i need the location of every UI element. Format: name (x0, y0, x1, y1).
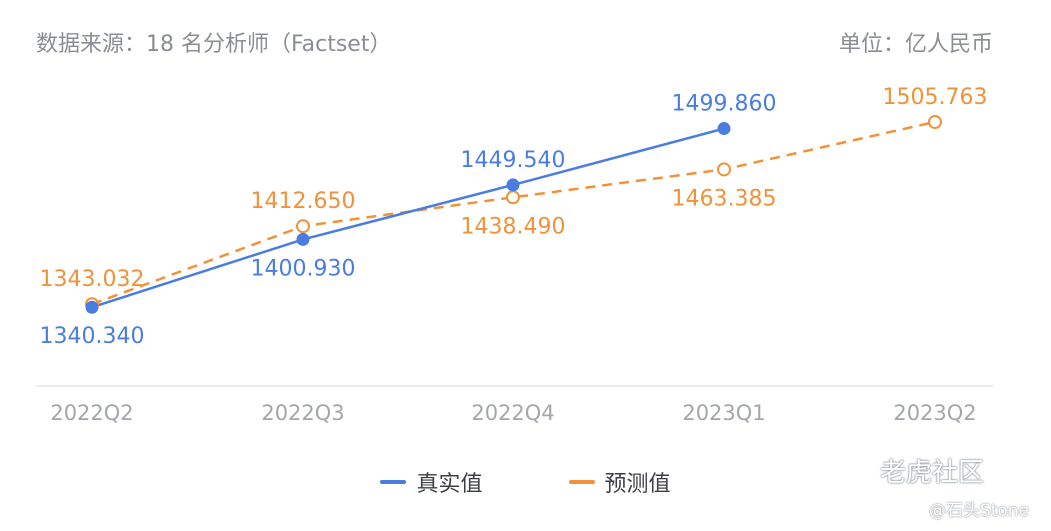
x-axis-ticks: 2022Q2 2022Q3 2022Q4 2023Q1 2023Q2 (50, 401, 976, 425)
legend-label-actual: 真实值 (416, 472, 483, 497)
x-tick-label: 2022Q3 (261, 401, 344, 425)
series-line-actual (91, 127, 725, 309)
data-source-note: 数据来源：18 名分析师（Factset） (36, 32, 392, 57)
data-label-forecast: 1463.385 (672, 186, 777, 211)
legend: 真实值 预测值 (0, 466, 1051, 498)
data-label-actual: 1400.930 (251, 256, 356, 281)
legend-label-forecast: 预测值 (604, 472, 671, 497)
series-lines (91, 120, 936, 309)
data-label-forecast: 1438.490 (461, 214, 566, 239)
data-label-actual: 1340.340 (40, 324, 145, 349)
data-point-actual[interactable] (506, 178, 520, 192)
watermark-author: @石头Stone (928, 501, 1029, 521)
data-point-actual[interactable] (85, 300, 99, 314)
data-point-actual[interactable] (296, 232, 310, 246)
legend-item-actual[interactable]: 真实值 (380, 466, 483, 498)
data-point-actual[interactable] (717, 122, 731, 136)
x-tick-label: 2022Q2 (50, 401, 133, 425)
x-tick-label: 2023Q1 (682, 401, 765, 425)
data-label-actual: 1499.860 (672, 92, 777, 117)
data-point-forecast[interactable] (296, 219, 310, 234)
data-label-forecast: 1412.650 (251, 189, 356, 214)
data-label-forecast: 1343.032 (40, 267, 145, 292)
series-line-forecast (91, 120, 936, 306)
legend-swatch-forecast (568, 480, 595, 484)
data-point-forecast[interactable] (928, 114, 942, 129)
data-label-forecast: 1505.763 (883, 85, 988, 110)
watermark-brand: 老虎社区 (880, 458, 985, 488)
legend-swatch-actual (380, 480, 407, 484)
data-label-actual: 1449.540 (461, 148, 566, 173)
x-tick-label: 2022Q4 (471, 401, 554, 425)
data-labels: 1343.032 1412.650 1438.490 1463.385 1505.763… (40, 85, 988, 349)
x-tick-label: 2023Q2 (893, 401, 976, 425)
legend-item-forecast[interactable]: 预测值 (568, 466, 671, 498)
unit-note: 单位：亿人民币 (838, 32, 993, 57)
data-point-forecast[interactable] (506, 190, 520, 205)
data-point-forecast[interactable] (717, 162, 731, 177)
series-points (85, 114, 942, 314)
